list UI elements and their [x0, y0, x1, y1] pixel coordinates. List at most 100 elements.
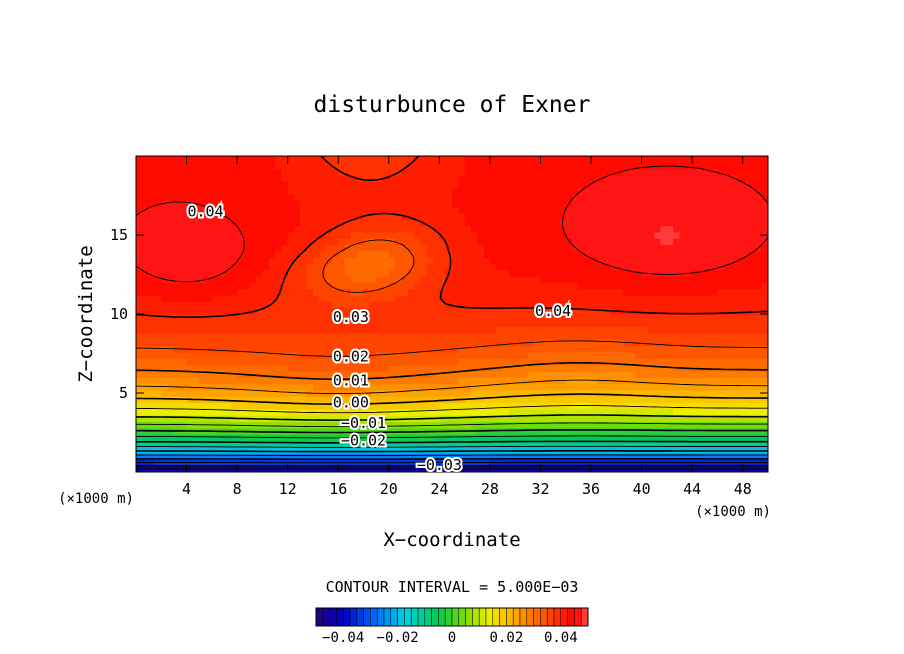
band-cell	[420, 181, 428, 189]
band-cell	[565, 193, 573, 201]
band-cell	[199, 408, 207, 416]
band-cell	[325, 377, 333, 385]
band-cell	[452, 212, 459, 220]
band-cell	[584, 276, 592, 283]
band-cell	[344, 440, 352, 448]
band-cell	[761, 332, 768, 340]
band-cell	[154, 440, 162, 448]
band-cell	[268, 174, 276, 182]
band-cell	[591, 351, 598, 359]
band-cell	[287, 307, 295, 315]
band-cell	[641, 231, 649, 239]
band-cell	[622, 408, 630, 416]
band-cell	[647, 370, 655, 378]
band-cell	[711, 383, 719, 391]
band-cell	[350, 206, 358, 214]
band-cell	[224, 276, 232, 283]
band-cell	[363, 332, 371, 340]
band-cell	[685, 206, 693, 214]
band-cell	[218, 244, 226, 252]
band-cell	[666, 181, 674, 189]
band-cell	[173, 358, 181, 366]
band-cell	[711, 446, 719, 454]
band-cell	[685, 288, 693, 296]
band-cell	[142, 326, 150, 334]
band-cell	[294, 358, 301, 366]
band-cell	[142, 282, 150, 290]
band-cell	[692, 446, 700, 454]
band-cell	[275, 225, 282, 233]
band-cell	[249, 339, 257, 347]
band-cell	[559, 358, 567, 366]
band-cell	[692, 276, 700, 283]
band-cell	[173, 225, 181, 233]
band-cell	[401, 332, 409, 340]
band-cell	[281, 231, 289, 239]
band-cell	[717, 396, 725, 404]
band-cell	[647, 156, 655, 163]
band-cell	[363, 345, 371, 353]
band-cell	[148, 250, 156, 258]
band-cell	[521, 263, 529, 271]
band-cell	[622, 326, 630, 334]
band-cell	[249, 250, 257, 258]
band-cell	[477, 200, 485, 208]
band-cell	[420, 314, 428, 321]
band-cell	[641, 225, 649, 233]
band-cell	[534, 351, 542, 359]
band-cell	[262, 326, 270, 334]
band-cell	[673, 174, 681, 182]
band-cell	[553, 453, 561, 460]
band-cell	[211, 358, 219, 366]
band-cell	[736, 295, 744, 302]
band-cell	[136, 187, 143, 195]
band-cell	[319, 206, 327, 214]
band-cell	[319, 307, 327, 315]
band-cell	[338, 307, 346, 315]
band-cell	[338, 402, 346, 410]
band-cell	[736, 257, 744, 265]
band-cell	[363, 396, 371, 404]
band-cell	[369, 187, 377, 195]
band-cell	[553, 408, 561, 416]
band-cell	[414, 332, 421, 340]
band-cell	[641, 263, 649, 271]
band-cell	[319, 421, 327, 429]
band-cell	[742, 408, 750, 416]
band-cell	[553, 389, 561, 397]
band-cell	[268, 408, 276, 416]
band-cell	[325, 263, 333, 271]
band-cell	[338, 370, 346, 378]
band-cell	[268, 269, 276, 277]
band-cell	[331, 200, 339, 208]
band-cell	[584, 415, 592, 423]
band-cell	[679, 402, 687, 410]
band-cell	[666, 440, 674, 448]
band-cell	[546, 453, 554, 460]
band-cell	[344, 364, 352, 372]
band-cell	[401, 351, 409, 359]
band-cell	[584, 231, 592, 239]
band-cell	[268, 250, 276, 258]
band-cell	[685, 307, 693, 315]
band-cell	[527, 288, 535, 296]
band-cell	[477, 377, 485, 385]
band-cell	[723, 345, 731, 353]
band-cell	[306, 187, 314, 195]
band-cell	[173, 351, 181, 359]
band-cell	[698, 174, 706, 182]
band-cell	[211, 351, 219, 359]
band-cell	[205, 288, 213, 296]
band-cell	[363, 212, 371, 220]
band-cell	[325, 162, 333, 170]
band-cell	[685, 168, 693, 176]
band-cell	[136, 219, 143, 227]
band-cell	[584, 421, 592, 429]
band-cell	[420, 358, 428, 366]
band-cell	[692, 389, 700, 397]
band-cell	[249, 320, 257, 328]
band-cell	[167, 269, 175, 277]
band-cell	[136, 162, 143, 170]
band-cell	[439, 156, 447, 163]
band-cell	[148, 332, 156, 340]
